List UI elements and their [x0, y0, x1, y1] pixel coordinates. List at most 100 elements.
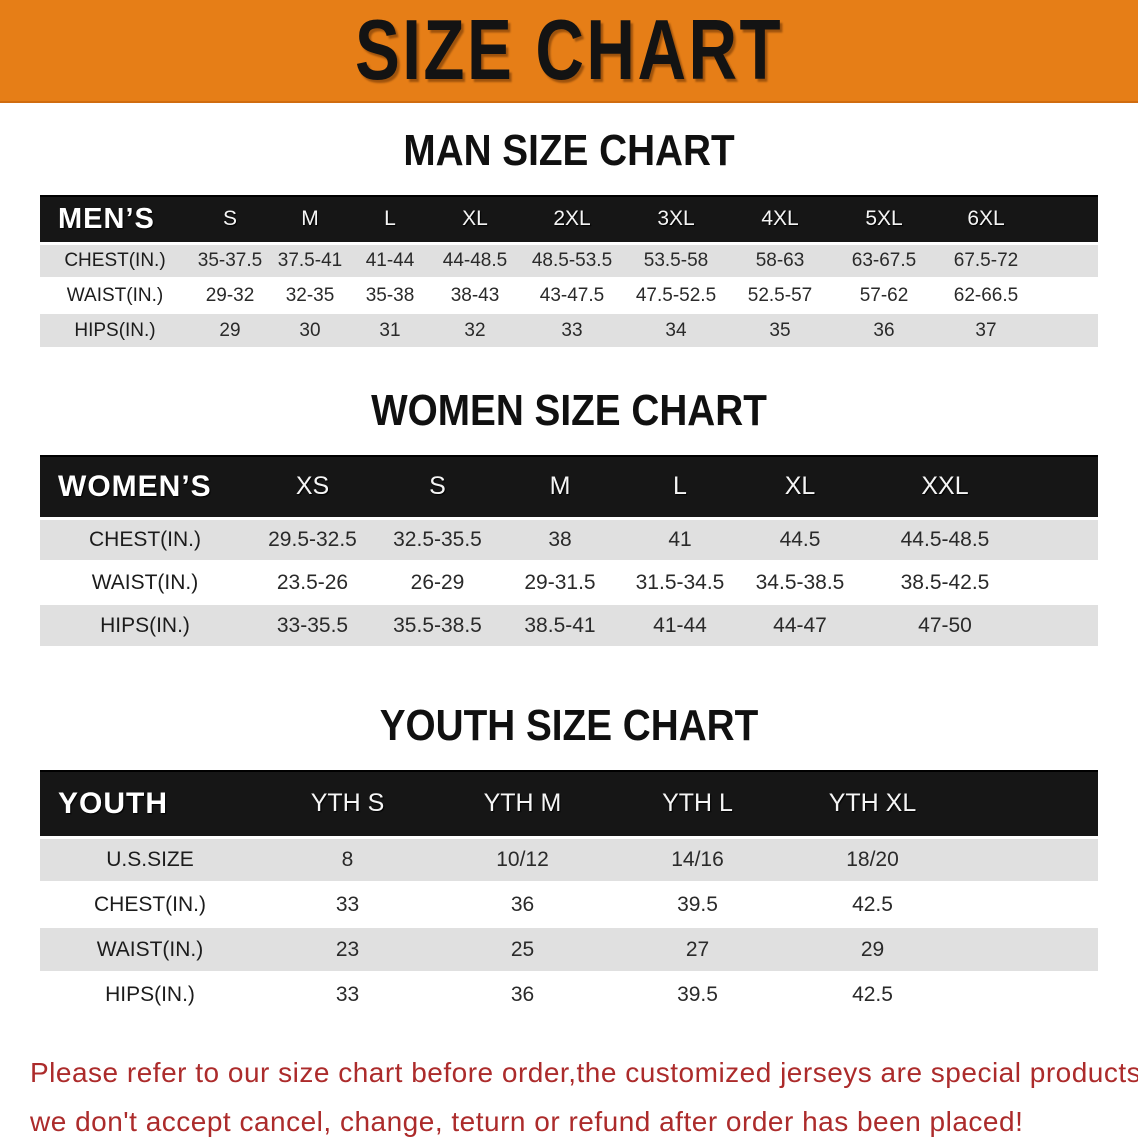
size-cell: 29-32 — [205, 284, 255, 306]
size-cell: 34.5-38.5 — [755, 570, 845, 594]
spacer-cell — [1030, 456, 1098, 518]
size-cell: 58-63 — [755, 249, 805, 271]
size-column-header: XL — [784, 472, 816, 501]
size-cell: 44.5 — [779, 527, 821, 551]
spacer-cell — [960, 972, 1098, 1017]
size-cell: 35 — [769, 319, 791, 341]
size-chart-banner: SIZE CHART — [0, 0, 1138, 103]
table-row: CHEST(IN.) 29.5-32.5 32.5-35.5 38 41 44.5 44.5… — [40, 518, 1098, 561]
man-size-chart-heading: MAN SIZE CHART — [403, 126, 735, 175]
size-cell: 44-47 — [773, 613, 827, 637]
size-cell: 52.5-57 — [747, 284, 813, 306]
size-column-header: 6XL — [967, 207, 1005, 231]
size-cell: 33 — [561, 319, 583, 341]
spacer-cell — [960, 837, 1098, 882]
size-column-header: S — [222, 207, 237, 231]
size-cell: 38.5-41 — [524, 613, 596, 637]
table-corner-label: YOUTH — [58, 786, 168, 820]
row-label: WAIST(IN.) — [96, 937, 204, 961]
size-cell: 33 — [335, 892, 360, 916]
size-cell: 31.5-34.5 — [635, 570, 725, 594]
size-cell: 41-44 — [365, 249, 415, 271]
size-column-header: YTH XL — [828, 789, 917, 818]
table-header-row: WOMEN’S XS S M L XL XXL — [40, 456, 1098, 518]
size-cell: 23.5-26 — [276, 570, 349, 594]
table-corner-label: WOMEN’S — [58, 469, 212, 503]
size-cell: 26-29 — [410, 570, 465, 594]
mens-size-table: MEN’S S M L XL 2XL 3XL 4XL 5XL 6XL CHEST(IN.) 35-37… — [40, 195, 1098, 349]
size-cell: 53.5-58 — [643, 249, 709, 271]
size-cell: 35-37.5 — [197, 249, 263, 271]
size-cell: 35-38 — [365, 284, 415, 306]
size-column-header: 2XL — [553, 207, 591, 231]
size-cell: 27 — [685, 937, 710, 961]
spacer-cell — [960, 927, 1098, 972]
size-cell: 39.5 — [677, 982, 718, 1006]
size-cell: 36 — [873, 319, 895, 341]
size-column-header: XL — [462, 207, 488, 231]
spacer-cell — [1030, 518, 1098, 561]
size-column-header: S — [429, 472, 446, 501]
table-corner-label: MEN’S — [58, 202, 155, 235]
table-header-row: YOUTH YTH S YTH M YTH L YTH XL — [40, 771, 1098, 837]
row-label: CHEST(IN.) — [64, 249, 166, 271]
row-label: HIPS(IN.) — [74, 319, 156, 341]
row-label: CHEST(IN.) — [94, 892, 206, 916]
size-cell: 42.5 — [852, 982, 893, 1006]
size-column-header: YTH M — [483, 789, 562, 818]
size-cell: 36 — [510, 892, 535, 916]
size-cell: 32-35 — [285, 284, 335, 306]
size-cell: 18/20 — [846, 847, 899, 871]
size-cell: 57-62 — [859, 284, 909, 306]
size-cell: 29 — [219, 319, 241, 341]
size-cell: 47-50 — [918, 613, 972, 637]
size-cell: 14/16 — [671, 847, 724, 871]
size-column-header: L — [384, 207, 396, 231]
size-cell: 37 — [975, 319, 997, 341]
size-cell: 34 — [665, 319, 687, 341]
size-cell: 47.5-52.5 — [635, 284, 717, 306]
size-column-header: M — [549, 472, 571, 501]
size-cell: 41-44 — [653, 613, 707, 637]
size-cell: 29 — [860, 937, 885, 961]
youth-size-chart-heading: YOUTH SIZE CHART — [379, 701, 759, 750]
table-row: CHEST(IN.) 35-37.5 37.5-41 41-44 44-48.5 48.5… — [40, 243, 1098, 278]
women-size-chart-heading: WOMEN SIZE CHART — [371, 386, 767, 435]
table-row: CHEST(IN.) 33 36 39.5 42.5 — [40, 882, 1098, 927]
size-column-header: YTH L — [662, 789, 733, 818]
size-column-header: 5XL — [865, 207, 903, 231]
row-label: WAIST(IN.) — [91, 570, 199, 594]
size-cell: 36 — [510, 982, 535, 1006]
disclaimer-line-2: we don't accept cancel, change, teturn o… — [30, 1106, 1024, 1137]
size-cell: 38.5-42.5 — [900, 570, 990, 594]
size-cell: 23 — [335, 937, 360, 961]
size-cell: 42.5 — [852, 892, 893, 916]
row-label: U.S.SIZE — [106, 847, 194, 871]
size-column-header: 3XL — [657, 207, 695, 231]
size-column-header: XXL — [921, 472, 969, 501]
disclaimer-note: Please refer to our size chart before or… — [30, 1048, 1138, 1146]
size-cell: 62-66.5 — [953, 284, 1019, 306]
size-cell: 39.5 — [677, 892, 718, 916]
size-cell: 38 — [548, 527, 572, 551]
spacer-cell — [960, 771, 1098, 837]
size-cell: 33-35.5 — [276, 613, 349, 637]
size-cell: 8 — [341, 847, 354, 871]
size-cell: 48.5-53.5 — [531, 249, 613, 271]
spacer-cell — [1036, 313, 1098, 348]
size-cell: 32 — [464, 319, 486, 341]
size-cell: 30 — [299, 319, 321, 341]
size-cell: 63-67.5 — [851, 249, 917, 271]
size-cell: 10/12 — [496, 847, 549, 871]
size-cell: 67.5-72 — [953, 249, 1019, 271]
spacer-cell — [960, 882, 1098, 927]
banner-title: SIZE CHART — [354, 2, 784, 98]
size-cell: 35.5-38.5 — [393, 613, 482, 637]
row-label: WAIST(IN.) — [66, 284, 164, 306]
table-row: WAIST(IN.) 23 25 27 29 — [40, 927, 1098, 972]
table-row: HIPS(IN.) 29 30 31 32 33 34 35 36 37 — [40, 313, 1098, 348]
size-cell: 33 — [335, 982, 360, 1006]
size-column-header: M — [301, 207, 319, 231]
size-cell: 44-48.5 — [442, 249, 508, 271]
size-cell: 43-47.5 — [539, 284, 605, 306]
